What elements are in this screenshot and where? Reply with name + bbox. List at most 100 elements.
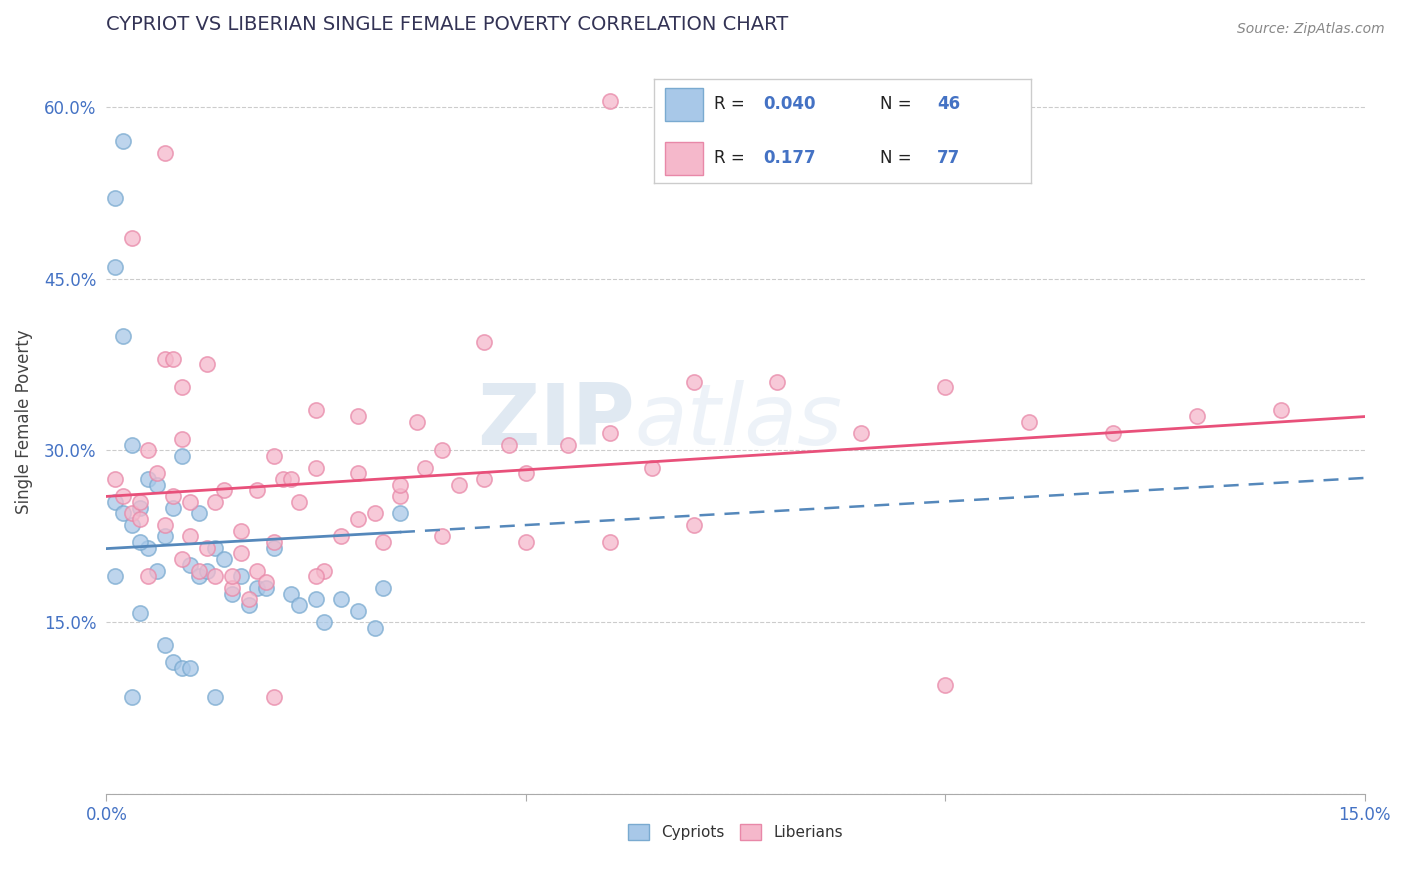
Point xyxy=(515,535,537,549)
Legend: Cypriots, Liberians: Cypriots, Liberians xyxy=(621,818,849,846)
Point xyxy=(229,546,252,560)
Point xyxy=(170,661,193,675)
Point xyxy=(413,460,436,475)
Point xyxy=(204,495,226,509)
Point xyxy=(599,535,621,549)
Point xyxy=(121,690,143,704)
Point xyxy=(405,415,427,429)
Point xyxy=(246,483,269,498)
Point xyxy=(373,535,395,549)
Point xyxy=(136,472,159,486)
Point xyxy=(238,598,260,612)
Point xyxy=(204,569,226,583)
Text: ZIP: ZIP xyxy=(477,380,636,463)
Point xyxy=(187,564,209,578)
Point xyxy=(254,575,277,590)
Point xyxy=(195,358,218,372)
Text: Source: ZipAtlas.com: Source: ZipAtlas.com xyxy=(1237,22,1385,37)
Point xyxy=(347,467,370,481)
Point xyxy=(246,581,269,595)
Point xyxy=(430,443,453,458)
Point xyxy=(263,535,285,549)
Point xyxy=(128,535,150,549)
Point xyxy=(170,552,193,566)
Point xyxy=(187,569,209,583)
Point xyxy=(212,483,235,498)
Point xyxy=(280,472,302,486)
Point xyxy=(472,472,495,486)
Point xyxy=(112,134,135,148)
Point xyxy=(1270,403,1292,417)
Point xyxy=(121,437,143,451)
Point xyxy=(187,507,209,521)
Point xyxy=(271,472,294,486)
Point xyxy=(179,529,201,543)
Point xyxy=(121,507,143,521)
Point xyxy=(347,604,370,618)
Point xyxy=(128,495,150,509)
Text: atlas: atlas xyxy=(636,380,842,463)
Point xyxy=(640,460,662,475)
Point xyxy=(934,678,956,692)
Point xyxy=(145,564,167,578)
Point xyxy=(314,615,336,630)
Point xyxy=(153,638,176,652)
Point xyxy=(229,569,252,583)
Point xyxy=(212,552,235,566)
Point xyxy=(136,569,159,583)
Point xyxy=(388,507,411,521)
Point xyxy=(557,437,579,451)
Point xyxy=(153,529,176,543)
Point xyxy=(288,598,311,612)
Point xyxy=(1102,426,1125,441)
Point xyxy=(364,621,387,635)
Point xyxy=(195,541,218,555)
Point xyxy=(263,690,285,704)
Point xyxy=(221,581,243,595)
Point xyxy=(162,351,184,366)
Point xyxy=(305,569,328,583)
Point xyxy=(599,94,621,108)
Point xyxy=(1185,409,1208,423)
Point xyxy=(766,375,789,389)
Point xyxy=(179,661,201,675)
Point xyxy=(104,495,127,509)
Point xyxy=(305,592,328,607)
Point xyxy=(112,507,135,521)
Point xyxy=(162,500,184,515)
Point xyxy=(388,477,411,491)
Point xyxy=(263,449,285,463)
Point xyxy=(104,191,127,205)
Point xyxy=(347,409,370,423)
Point xyxy=(170,432,193,446)
Point xyxy=(305,460,328,475)
Point xyxy=(153,351,176,366)
Point xyxy=(246,564,269,578)
Point xyxy=(934,380,956,394)
Point xyxy=(238,592,260,607)
Point xyxy=(229,524,252,538)
Point xyxy=(104,472,127,486)
Point xyxy=(121,231,143,245)
Point xyxy=(682,375,704,389)
Point xyxy=(280,586,302,600)
Point xyxy=(136,443,159,458)
Y-axis label: Single Female Poverty: Single Female Poverty xyxy=(15,329,32,514)
Point xyxy=(128,500,150,515)
Point xyxy=(195,564,218,578)
Point xyxy=(170,380,193,394)
Point xyxy=(364,507,387,521)
Point xyxy=(682,517,704,532)
Point xyxy=(112,489,135,503)
Point xyxy=(136,541,159,555)
Point xyxy=(104,569,127,583)
Point xyxy=(104,260,127,274)
Point xyxy=(305,403,328,417)
Point xyxy=(221,569,243,583)
Point xyxy=(145,477,167,491)
Point xyxy=(254,581,277,595)
Point xyxy=(128,512,150,526)
Point xyxy=(145,467,167,481)
Point xyxy=(204,690,226,704)
Point xyxy=(153,517,176,532)
